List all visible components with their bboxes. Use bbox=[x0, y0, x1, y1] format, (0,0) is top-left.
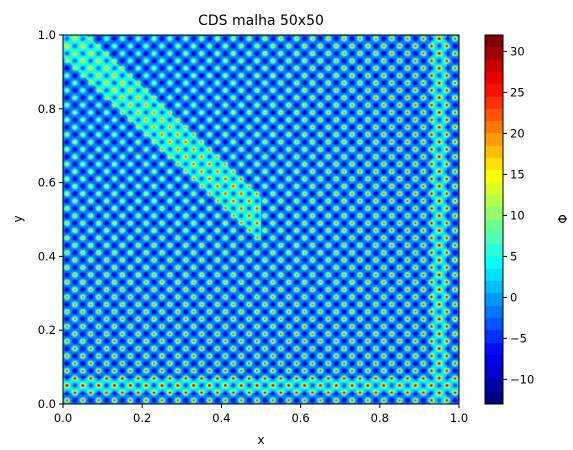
x-tick-label: 1.0 bbox=[450, 411, 468, 425]
y-tick-label: 0.8 bbox=[38, 102, 56, 116]
x-tick-label: 0.4 bbox=[212, 411, 230, 425]
colorbar-tick-label: 0 bbox=[510, 290, 517, 304]
x-tick-label: 0.6 bbox=[291, 411, 309, 425]
y-tick-label: 0.6 bbox=[38, 176, 56, 190]
plot-area bbox=[62, 34, 460, 405]
x-tick-label: 0.8 bbox=[371, 411, 389, 425]
colorbar-tick-label: 20 bbox=[510, 126, 525, 140]
y-axis-label: y bbox=[11, 215, 25, 222]
y-tick-label: 1.0 bbox=[38, 28, 56, 42]
y-tick-label: 0.2 bbox=[38, 323, 56, 337]
colorbar-label: Φ bbox=[555, 214, 569, 223]
y-axis: 0.0 0.2 0.4 0.6 0.8 1.0 bbox=[38, 28, 63, 411]
x-axis-label: x bbox=[257, 433, 264, 447]
colorbar-ticks: −10 −5 0 5 10 15 20 25 30 bbox=[503, 44, 534, 386]
colorbar-tick-label: 25 bbox=[510, 85, 525, 99]
colorbar-tick-label: 5 bbox=[510, 249, 517, 263]
colorbar-frame bbox=[484, 34, 504, 405]
colorbar-tick-label: 30 bbox=[510, 44, 525, 58]
colorbar-tick-label: 10 bbox=[510, 208, 525, 222]
y-tick-label: 0.0 bbox=[38, 397, 56, 411]
colorbar-tick-label: −10 bbox=[510, 372, 534, 386]
x-axis: 0.0 0.2 0.4 0.6 0.8 1.0 bbox=[54, 404, 468, 425]
colorbar-tick-label: 15 bbox=[510, 167, 525, 181]
x-tick-label: 0.2 bbox=[133, 411, 151, 425]
plot-frame bbox=[62, 34, 460, 405]
y-tick-label: 0.4 bbox=[38, 249, 56, 263]
chart-title: CDS malha 50x50 bbox=[198, 13, 324, 29]
colorbar-tick-label: −5 bbox=[510, 331, 527, 345]
heatmap-image bbox=[63, 35, 459, 404]
x-tick-label: 0.0 bbox=[54, 411, 72, 425]
colorbar-gradient bbox=[485, 35, 503, 404]
colorbar: −10 −5 0 5 10 15 20 25 30 Φ bbox=[484, 34, 569, 405]
